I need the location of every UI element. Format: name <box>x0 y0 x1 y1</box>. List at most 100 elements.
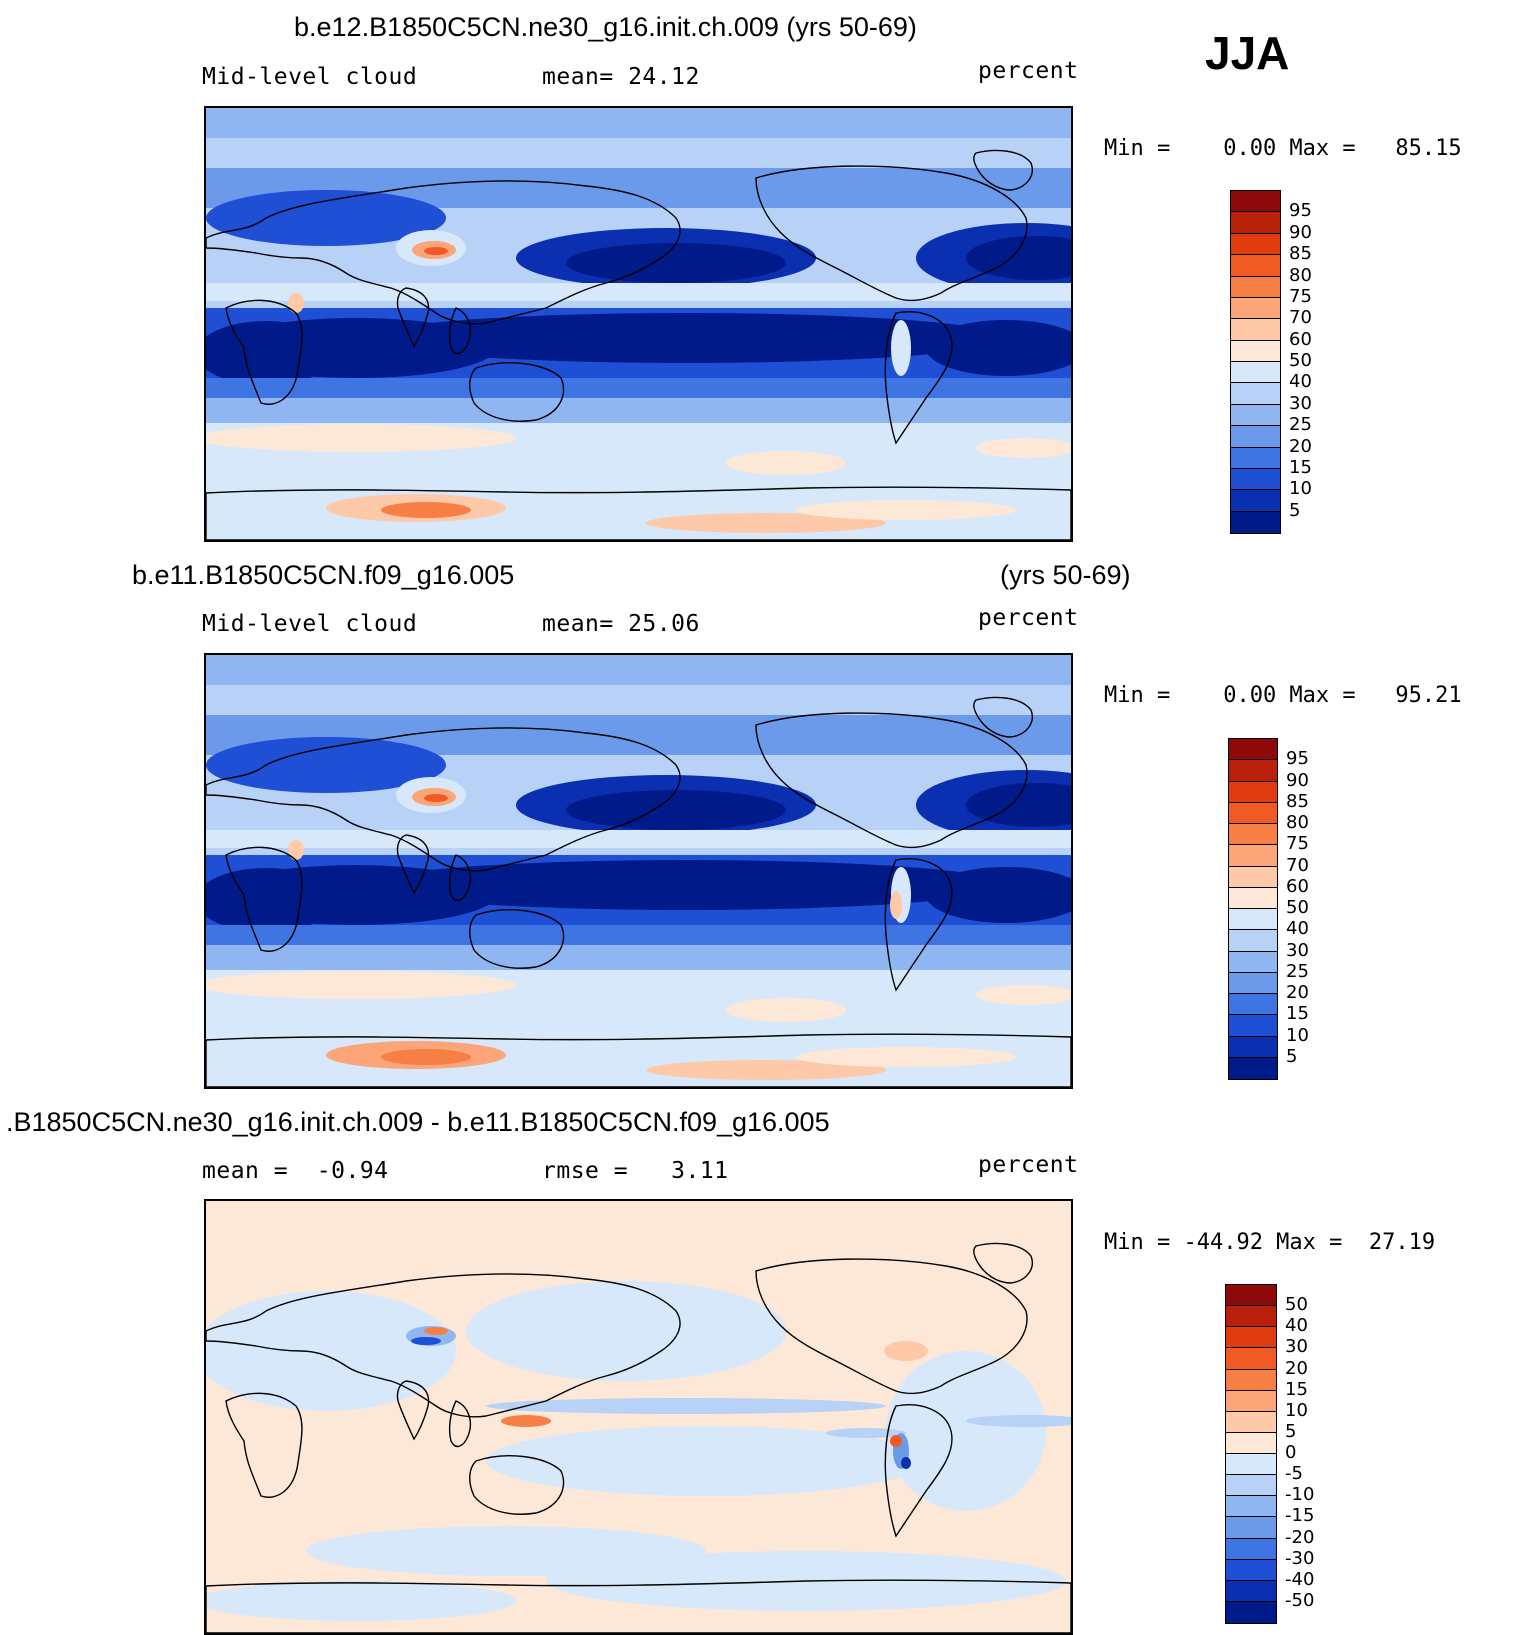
panel-1-map <box>204 106 1073 542</box>
colorbar-segment <box>1229 951 1277 973</box>
colorbar-segment <box>1229 1036 1277 1058</box>
panel-1-units-label: percent <box>978 58 1079 84</box>
colorbar-segment <box>1231 404 1280 427</box>
panel-2-mean-label: mean= 25.06 <box>542 611 700 637</box>
colorbar-tick-label: -40 <box>1285 1568 1315 1590</box>
coastline <box>469 362 565 422</box>
panel-1-minmax: Min = 0.00 Max = 85.15 <box>1104 136 1462 161</box>
field-contour <box>966 1415 1071 1427</box>
field-contour <box>646 513 886 533</box>
field-contour <box>926 320 1071 376</box>
panel-3-units-label: percent <box>978 1152 1079 1178</box>
colorbar-tick-label: 40 <box>1285 1315 1308 1337</box>
panel-3-map <box>204 1199 1073 1635</box>
field-contour <box>566 243 786 283</box>
field-band <box>206 378 1071 398</box>
panel-2-years: (yrs 50-69) <box>1000 560 1131 590</box>
coastline <box>206 486 1071 540</box>
colorbar-segment <box>1229 1057 1277 1079</box>
coastline <box>396 1380 430 1441</box>
field-contour <box>796 500 1016 520</box>
colorbar-tick-label: 5 <box>1289 499 1301 521</box>
field-contour <box>206 321 336 385</box>
colorbar-segment <box>1226 1411 1276 1433</box>
colorbar-tick-label: 75 <box>1286 833 1309 855</box>
panel-3-minmax: Min = -44.92 Max = 27.19 <box>1104 1230 1436 1255</box>
colorbar-tick-label: 80 <box>1286 812 1309 833</box>
colorbar-tick-label: 25 <box>1286 960 1309 982</box>
colorbar-segment <box>1226 1390 1276 1412</box>
colorbar-tick-label: 30 <box>1289 392 1312 414</box>
panel-2-variable-label: Mid-level cloud <box>202 611 418 637</box>
coastline <box>225 299 303 405</box>
colorbar-segment <box>1226 1454 1276 1476</box>
field-band <box>206 108 1071 138</box>
field-contour <box>206 190 446 246</box>
colorbar-segment <box>1229 781 1277 803</box>
field-contour <box>206 1291 456 1411</box>
colorbar-tick-label: -10 <box>1285 1484 1315 1506</box>
colorbar-segment <box>1226 1496 1276 1518</box>
colorbar-tick-label: 50 <box>1289 350 1312 371</box>
panel-2-minmax: Min = 0.00 Max = 95.21 <box>1104 683 1462 708</box>
colorbar-segment <box>1226 1559 1276 1581</box>
colorbar-segment <box>1231 426 1280 448</box>
colorbar-segment <box>1231 383 1280 405</box>
field-band <box>206 655 1071 685</box>
coastline <box>206 180 681 325</box>
coastline <box>884 311 953 445</box>
panel-1-mean-label: mean= 24.12 <box>542 64 700 90</box>
field-contour <box>486 1426 926 1496</box>
panel-1-map-svg <box>206 108 1071 540</box>
panel-1-variable-label: Mid-level cloud <box>202 64 418 90</box>
coastline <box>448 307 472 355</box>
colorbar-tick-label: 30 <box>1285 1336 1308 1358</box>
panel-2-map <box>204 653 1073 1089</box>
colorbar-segment <box>1229 972 1277 994</box>
field-contour <box>366 313 1006 363</box>
colorbar-tick-label: 5 <box>1285 1420 1297 1442</box>
colorbar-segment <box>1231 276 1280 298</box>
colorbar-tick-label: -30 <box>1285 1547 1315 1569</box>
colorbar-segment <box>1229 1015 1277 1037</box>
colorbar-segment <box>1226 1285 1276 1307</box>
field-contour <box>486 1398 886 1414</box>
panel-2-map-svg <box>206 655 1071 1087</box>
field-contour <box>726 998 846 1022</box>
coastline <box>396 834 430 895</box>
colorbar-segment <box>1231 255 1280 277</box>
field-contour <box>890 891 902 919</box>
panel-2-units-label: percent <box>978 605 1079 631</box>
colorbar-tick-label: 85 <box>1286 790 1309 812</box>
field-contour <box>891 320 911 376</box>
field-contour <box>381 1049 471 1065</box>
colorbar-tick-label: 75 <box>1289 285 1312 307</box>
colorbar-tick-label: 10 <box>1285 1399 1308 1421</box>
field-contour <box>726 451 846 475</box>
field-contour <box>366 860 1006 910</box>
coastline <box>973 149 1033 191</box>
field-contour <box>966 783 1071 827</box>
coastline <box>469 909 565 969</box>
field-contour <box>424 1327 448 1335</box>
colorbar-tick-label: 80 <box>1289 264 1312 286</box>
colorbar-tick-label: 60 <box>1289 328 1312 350</box>
colorbar-segment <box>1229 760 1277 782</box>
field-contour <box>206 1581 516 1621</box>
colorbar-segment <box>1229 802 1277 824</box>
panel-1-colorbar <box>1230 190 1281 534</box>
colorbar-tick-label: 25 <box>1289 414 1312 436</box>
field-contour <box>826 1428 906 1438</box>
field-band <box>206 925 1071 945</box>
colorbar-tick-label: 60 <box>1286 875 1309 897</box>
field-contour <box>796 1047 1016 1067</box>
colorbar-tick-label: -15 <box>1285 1505 1315 1527</box>
field-contour <box>424 794 448 802</box>
coastline <box>469 1455 565 1515</box>
coastline <box>448 1400 472 1448</box>
field-contour <box>411 1337 441 1345</box>
field-contour <box>901 1457 911 1469</box>
field-contour <box>884 1341 928 1361</box>
colorbar-segment <box>1231 319 1280 341</box>
field-contour <box>886 1351 1046 1511</box>
